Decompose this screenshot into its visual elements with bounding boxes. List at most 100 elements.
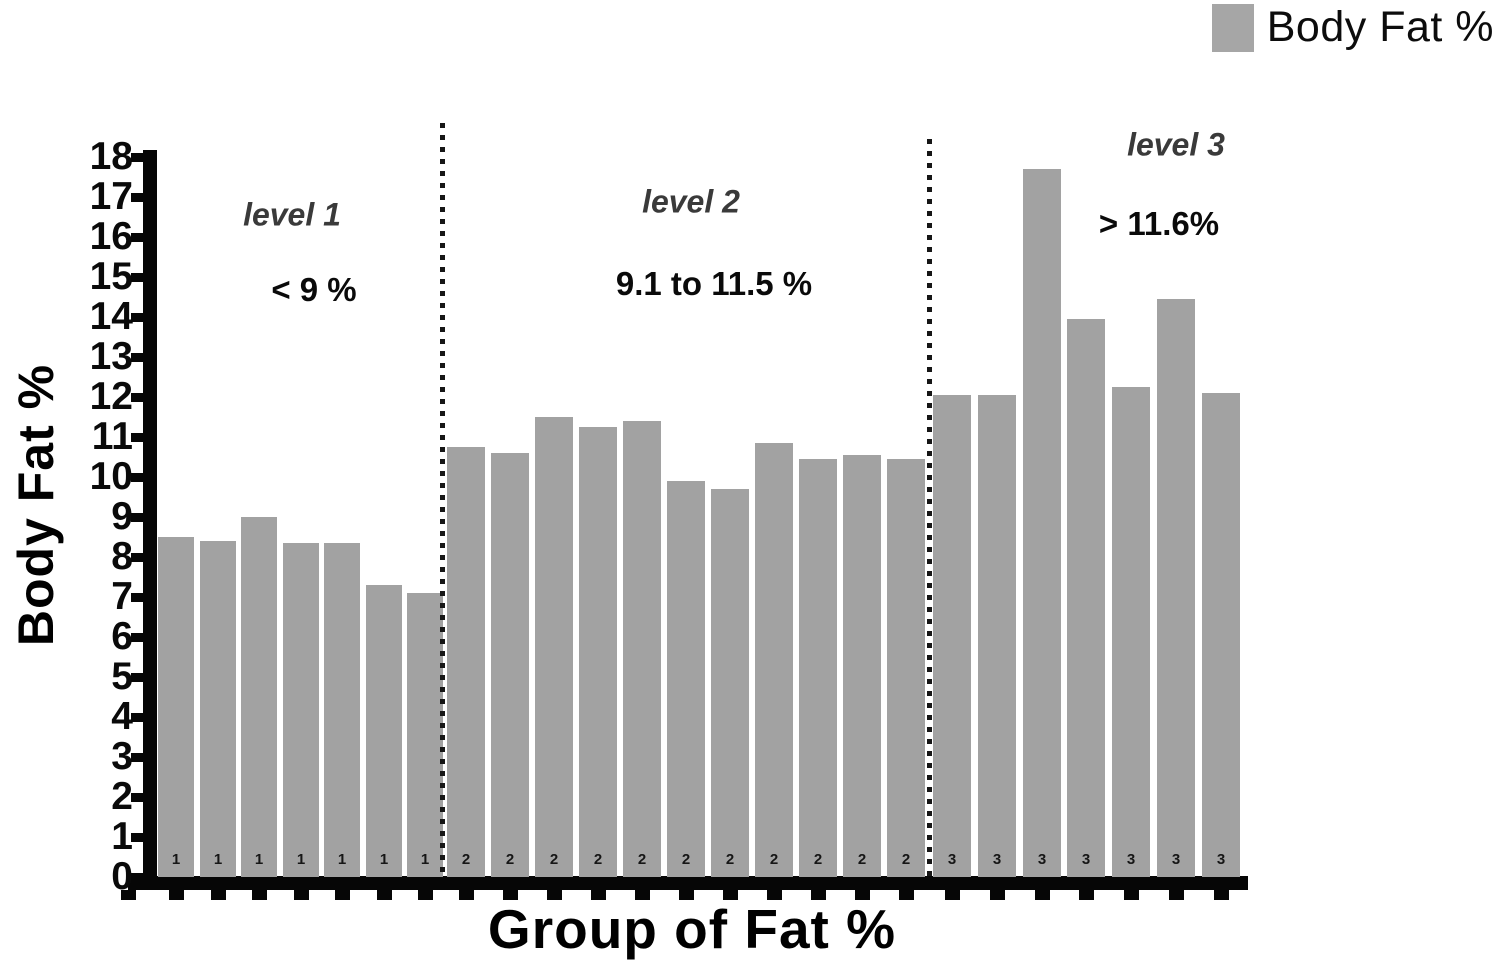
- y-axis-line: [143, 150, 157, 890]
- y-tick-mark: [131, 433, 144, 442]
- bar-base-label: 2: [901, 851, 911, 868]
- bar-base-label: 3: [1081, 851, 1091, 868]
- bar-level2-1: [447, 447, 485, 877]
- y-tick-label: 13: [89, 335, 133, 378]
- x-tick-mark: [294, 890, 309, 900]
- y-tick-label: 14: [89, 295, 133, 338]
- x-tick-mark: [767, 890, 782, 900]
- x-tick-mark: [899, 890, 914, 900]
- bar-level1-5: [324, 543, 360, 877]
- bar-base-label: 2: [505, 851, 515, 868]
- y-tick-label: 6: [111, 615, 133, 658]
- bar-base-label: 1: [254, 851, 264, 868]
- x-axis-title: Group of Fat %: [487, 898, 897, 960]
- bar-level1-6: [366, 585, 402, 877]
- x-tick-mark: [335, 890, 350, 900]
- level-divider-1: [440, 123, 445, 877]
- x-tick-mark: [855, 890, 870, 900]
- bar-base-label: 2: [813, 851, 823, 868]
- bar-level2-5: [623, 421, 661, 877]
- bar-base-label: 2: [769, 851, 779, 868]
- x-tick-mark: [1079, 890, 1094, 900]
- y-tick-mark: [131, 393, 144, 402]
- x-tick-mark: [990, 890, 1005, 900]
- bar-level2-6: [667, 481, 705, 877]
- bar-base-label: 1: [296, 851, 306, 868]
- bar-base-label: 1: [171, 851, 181, 868]
- bar-base-label: 2: [681, 851, 691, 868]
- bar-level1-7: [407, 593, 443, 877]
- bar-base-label: 3: [1126, 851, 1136, 868]
- y-tick-mark: [131, 193, 144, 202]
- bar-level2-8: [755, 443, 793, 877]
- x-tick-mark: [211, 890, 226, 900]
- y-tick-mark: [131, 313, 144, 322]
- y-tick-mark: [131, 513, 144, 522]
- x-tick-mark: [459, 890, 474, 900]
- legend-swatch-icon: [1211, 3, 1254, 52]
- y-tick-mark: [131, 593, 144, 602]
- bar-base-label: 2: [857, 851, 867, 868]
- y-tick-mark: [131, 233, 144, 242]
- bar-level1-1: [158, 537, 194, 877]
- y-tick-mark: [131, 353, 144, 362]
- bar-level2-11: [887, 459, 925, 877]
- x-tick-mark: [1124, 890, 1139, 900]
- y-tick-label: 10: [89, 455, 133, 498]
- bar-level3-1: [933, 395, 971, 877]
- x-tick-mark: [121, 890, 136, 900]
- x-tick-mark: [635, 890, 650, 900]
- bar-level3-4: [1067, 319, 1105, 877]
- y-tick-mark: [131, 273, 144, 282]
- bar-base-label: 3: [992, 851, 1002, 868]
- bar-base-label: 3: [1216, 851, 1226, 868]
- bar-base-label: 2: [461, 851, 471, 868]
- bar-level3-7: [1202, 393, 1240, 877]
- y-tick-label: 11: [91, 415, 133, 458]
- bar-level1-2: [200, 541, 236, 877]
- x-tick-mark: [1169, 890, 1184, 900]
- x-axis-line: [128, 876, 1248, 890]
- x-tick-mark: [945, 890, 960, 900]
- level-3-annotation: level 3: [1127, 126, 1225, 163]
- y-tick-label: 15: [89, 255, 133, 298]
- x-tick-mark: [679, 890, 694, 900]
- x-tick-mark: [811, 890, 826, 900]
- x-tick-mark: [547, 890, 562, 900]
- legend: Body Fat %: [1211, 3, 1494, 52]
- y-tick-mark: [131, 753, 144, 762]
- bar-base-label: 2: [549, 851, 559, 868]
- bar-base-label: 1: [213, 851, 223, 868]
- y-tick-label: 2: [111, 775, 133, 818]
- y-tick-mark: [131, 793, 144, 802]
- x-tick-mark: [591, 890, 606, 900]
- bar-base-label: 1: [337, 851, 347, 868]
- bar-level2-7: [711, 489, 749, 877]
- y-tick-label: 16: [89, 215, 133, 258]
- y-tick-mark: [131, 673, 144, 682]
- bar-base-label: 1: [420, 851, 430, 868]
- bar-base-label: 2: [593, 851, 603, 868]
- x-tick-mark: [252, 890, 267, 900]
- level-2-annotation: level 2: [642, 183, 740, 220]
- y-tick-label: 12: [89, 375, 133, 418]
- x-tick-mark: [377, 890, 392, 900]
- x-tick-mark: [723, 890, 738, 900]
- bar-level2-10: [843, 455, 881, 877]
- y-tick-mark: [131, 553, 144, 562]
- x-tick-mark: [503, 890, 518, 900]
- level-divider-2: [927, 139, 932, 877]
- y-tick-label: 0: [111, 855, 133, 898]
- bar-level3-5: [1112, 387, 1150, 877]
- y-tick-label: 5: [111, 655, 133, 698]
- x-tick-mark: [169, 890, 184, 900]
- y-tick-label: 3: [111, 735, 133, 778]
- level-1-range-annotation: < 9 %: [271, 271, 357, 308]
- bar-base-label: 2: [725, 851, 735, 868]
- legend-label: Body Fat %: [1266, 3, 1494, 51]
- bar-level1-4: [283, 543, 319, 877]
- y-tick-mark: [131, 473, 144, 482]
- y-tick-label: 18: [89, 135, 133, 178]
- y-tick-mark: [131, 833, 144, 842]
